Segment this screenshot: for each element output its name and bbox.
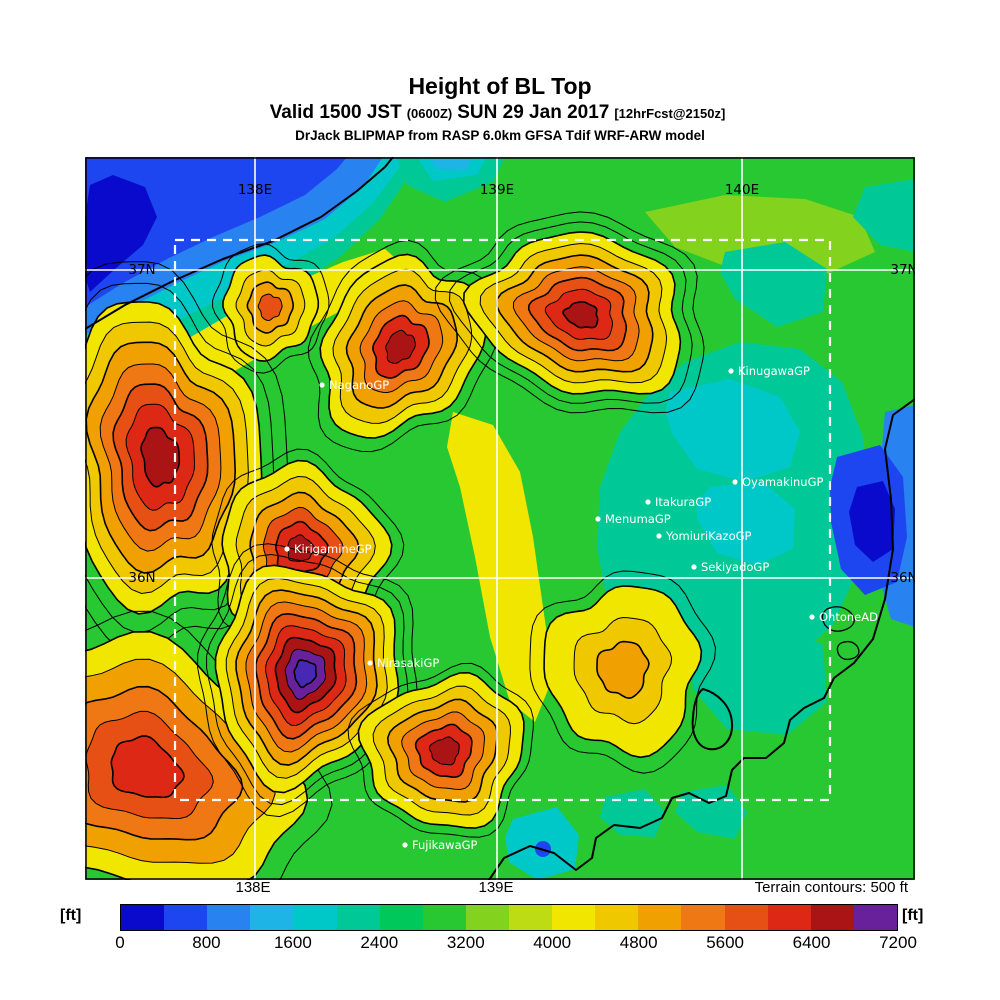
site-dot-icon (809, 614, 815, 620)
site-dot-icon (319, 382, 325, 388)
site-marker-NaganoGP: NaganoGP (319, 378, 389, 392)
lat-label-right-36N: 36N (890, 570, 915, 586)
colorbar-tick: 7200 (879, 933, 917, 952)
colorbar-tick: 0 (115, 933, 125, 952)
site-dot-icon (284, 546, 290, 552)
header: Height of BL Top Valid 1500 JST (0600Z) SU… (0, 73, 1000, 144)
site-dot-icon (367, 660, 373, 666)
colorbar-cell (164, 905, 208, 930)
site-dot-icon (691, 564, 697, 570)
forecast-tag: [12hrFcst@2150z] (614, 106, 726, 121)
colorbar-tick: 5600 (706, 933, 745, 952)
site-markers: NaganoGP KinugawaGP OyamakinuGP ItakuraGP Me… (284, 364, 878, 852)
site-dot-icon (732, 479, 738, 485)
site-label: ItakuraGP (655, 495, 711, 509)
terrain-thermal-blobs (85, 211, 717, 880)
colorbar-cell (638, 905, 682, 930)
site-dot-icon (728, 368, 734, 374)
lake-outline-2 (836, 640, 860, 661)
colorbar-cell (853, 905, 897, 930)
colorbar-cell (552, 905, 596, 930)
site-label: NirasakiGP (377, 656, 439, 670)
colorbar-cell (250, 905, 294, 930)
colorbar-cell (767, 905, 811, 930)
colorbar-cell (508, 905, 553, 930)
site-marker-MenumaGP: MenumaGP (595, 512, 671, 526)
colorbar-cell (465, 905, 509, 930)
page-title: Height of BL Top (408, 73, 592, 99)
site-label: OyamakinuGP (742, 475, 823, 489)
site-label: SekiyadoGP (701, 560, 769, 574)
colorbar-cell (379, 905, 423, 930)
map-border (85, 157, 915, 880)
colorbar-cell (422, 905, 466, 930)
colorbar-tick: 4000 (533, 933, 572, 952)
site-label: KirigamineGP (294, 542, 372, 556)
colorbar (120, 904, 898, 931)
colorbar-cell (121, 905, 165, 930)
colorbar-tick: 6400 (792, 933, 831, 952)
lon-label-top-140E: 140E (725, 182, 759, 198)
site-dot-icon (595, 516, 601, 522)
valid-time-line: Valid 1500 JST (0600Z) SUN 29 Jan 2017 [12h… (0, 102, 1000, 125)
site-dot-icon (402, 842, 408, 848)
site-marker-FujikawaGP: FujikawaGP (402, 838, 478, 852)
bl-height-color-field (85, 157, 915, 880)
colorbar-tick: 3200 (446, 933, 485, 952)
lat-label-left-37N: 37N (128, 262, 155, 278)
colorbar-cell (810, 905, 854, 930)
site-label: FujikawaGP (412, 838, 478, 852)
model-line: DrJack BLIPMAP from RASP 6.0km GFSA Tdif… (295, 128, 705, 143)
axis-labels: 138E 139E 140E 37N 36N 37N 36N (128, 182, 915, 586)
colorbar-tick-labels: 0 800 1600 2400 3200 4000 4800 5600 6400 7200 (115, 933, 917, 955)
colorbar-unit-right: [ft] (902, 907, 924, 924)
lat-label-right-37N: 37N (890, 262, 915, 278)
site-label: YomiuriKazoGP (665, 529, 752, 543)
site-label: MenumaGP (605, 512, 671, 526)
colorbar-unit-left: [ft] (60, 907, 82, 924)
lake-outline (821, 606, 855, 632)
colorbar-tick: 800 (192, 933, 221, 952)
site-marker-OyamakinuGP: OyamakinuGP (732, 475, 823, 489)
latlon-grid (85, 157, 915, 880)
tokyo-bay-outline (691, 688, 734, 751)
site-label: NaganoGP (329, 378, 389, 392)
pacific-coastline (488, 398, 915, 880)
site-marker-YomiuriKazoGP: YomiuriKazoGP (656, 529, 752, 543)
site-dot-icon (656, 533, 662, 539)
valid-date: SUN 29 Jan 2017 (457, 102, 610, 123)
inner-domain-outline (173, 238, 832, 802)
colorbar-cell (724, 905, 768, 930)
site-marker-OhtoneAD: OhtoneAD (809, 610, 878, 624)
lon-label-bottom-138e: 138E (235, 879, 271, 896)
colorbar-cell (681, 905, 725, 930)
colorbar-tick: 2400 (360, 933, 399, 952)
site-marker-SekiyadoGP: SekiyadoGP (691, 560, 769, 574)
valid-time: Valid 1500 JST (269, 102, 402, 123)
forecast-map-image: NaganoGP KinugawaGP OyamakinuGP ItakuraGP Me… (85, 157, 915, 880)
colorbar-cell (207, 905, 251, 930)
site-marker-ItakuraGP: ItakuraGP (645, 495, 711, 509)
site-label: OhtoneAD (819, 610, 878, 624)
colorbar-cell (336, 905, 380, 930)
colorbar-cell (293, 905, 337, 930)
lon-label-top-139E: 139E (480, 182, 514, 198)
terrain-contours-note: Terrain contours: 500 ft (754, 879, 908, 896)
lat-label-left-36N: 36N (128, 570, 155, 586)
lon-label-top-138E: 138E (238, 182, 272, 198)
site-label: KinugawaGP (738, 364, 810, 378)
lon-label-bottom-139e: 139E (478, 879, 514, 896)
valid-zulu: (0600Z) (406, 106, 453, 121)
colorbar-tick: 1600 (273, 933, 312, 952)
site-dot-icon (645, 499, 651, 505)
site-marker-KirigamineGP: KirigamineGP (284, 542, 372, 556)
colorbar-cell (595, 905, 639, 930)
colorbar-tick: 4800 (619, 933, 658, 952)
site-marker-NirasakiGP: NirasakiGP (367, 656, 439, 670)
site-marker-KinugawaGP: KinugawaGP (728, 364, 810, 378)
